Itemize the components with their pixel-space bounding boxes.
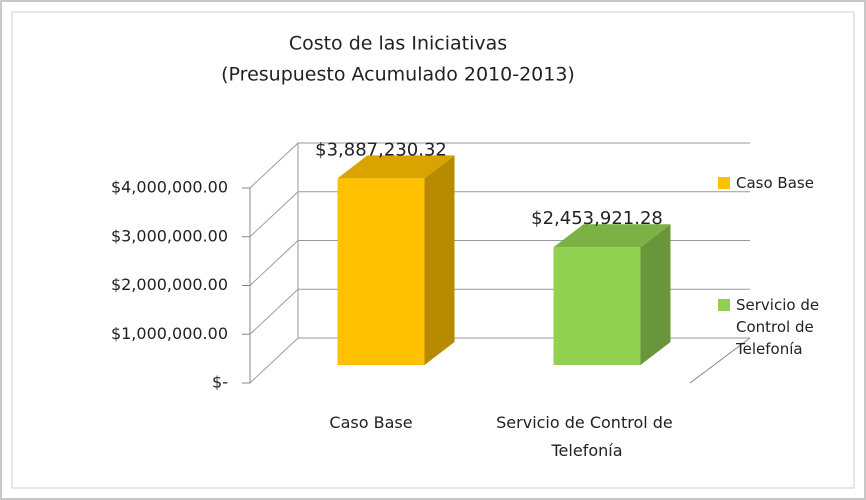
bar-top <box>553 224 671 248</box>
bar <box>337 178 425 365</box>
y-tick-label: $2,000,000.00 <box>111 275 228 294</box>
chart-title: Costo de las Iniciativas <box>289 33 507 55</box>
legend-label: Caso Base <box>736 174 814 192</box>
grid-line <box>249 191 750 238</box>
chart-subtitle: (Presupuesto Acumulado 2010-2013) <box>221 64 575 86</box>
y-tick-label: $4,000,000.00 <box>111 178 228 197</box>
y-tick-label: $3,000,000.00 <box>111 226 228 245</box>
legend-swatch <box>718 177 730 189</box>
bar-side <box>424 155 455 365</box>
legend-swatch <box>718 299 730 311</box>
x-tick-label: Caso Base <box>329 413 412 432</box>
y-tick-label: $- <box>212 373 228 392</box>
x-tick-label: Servicio de Control de Telefonía <box>496 413 678 460</box>
value-label: $2,453,921.28 <box>531 208 663 229</box>
y-tick-label: $1,000,000.00 <box>111 324 228 343</box>
bar <box>553 247 641 365</box>
legend-label: Servicio de Control de Telefonía <box>735 296 824 358</box>
bar-side <box>640 224 671 365</box>
floor-edge <box>689 337 751 384</box>
bar-top <box>337 155 455 179</box>
grid-line <box>249 142 750 189</box>
value-label: $3,887,230.32 <box>315 139 447 160</box>
